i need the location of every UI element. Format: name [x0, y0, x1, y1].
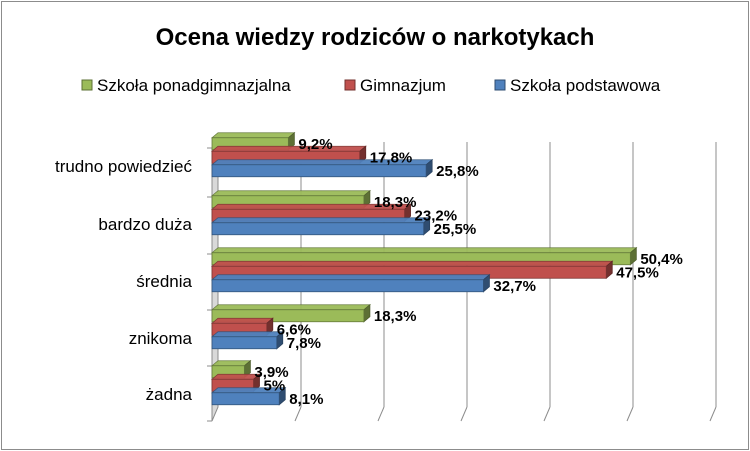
gridline-floor — [543, 406, 551, 422]
legend-label: Szkoła ponadgimnazjalna — [97, 76, 291, 95]
chart-title: Ocena wiedzy rodziców o narkotykach — [156, 24, 595, 51]
legend-swatch — [344, 79, 356, 91]
category-label: bardzo duża — [98, 215, 192, 234]
data-label: 32,7% — [493, 278, 536, 295]
data-label: 23,2% — [415, 207, 458, 224]
bar — [210, 330, 284, 350]
category-label: znikoma — [129, 329, 193, 348]
data-label: 7,8% — [287, 335, 321, 352]
legend-label: Gimnazjum — [360, 76, 446, 95]
bars — [210, 131, 638, 406]
gridlines — [294, 142, 717, 422]
gridline-floor — [377, 406, 385, 422]
data-label: 18,3% — [374, 308, 417, 325]
gridline-floor — [294, 406, 302, 422]
data-labels: 9,2%17,8%25,8%18,3%23,2%25,5%50,4%47,5%3… — [254, 136, 682, 408]
bar — [210, 273, 491, 293]
data-label: 3,9% — [254, 364, 288, 381]
category-label: żadna — [146, 385, 193, 404]
data-label: 17,8% — [370, 149, 413, 166]
data-label: 5% — [264, 377, 286, 394]
data-label: 25,5% — [434, 221, 477, 238]
data-label: 47,5% — [616, 264, 659, 281]
category-label: średnia — [136, 272, 192, 291]
data-label: 25,8% — [436, 163, 479, 180]
bar — [210, 158, 434, 178]
legend-label: Szkoła podstawowa — [510, 76, 661, 95]
legend-swatch — [81, 79, 93, 91]
data-label: 9,2% — [298, 136, 332, 153]
gridline-floor — [709, 406, 717, 422]
data-label: 50,4% — [640, 251, 683, 268]
legend: Szkoła ponadgimnazjalna Gimnazjum Szkoła p… — [81, 76, 661, 95]
data-label: 18,3% — [374, 194, 417, 211]
legend-swatch — [494, 79, 506, 91]
category-label: trudno powiedzieć — [55, 157, 193, 176]
gridline-floor — [460, 406, 468, 422]
bar — [210, 216, 431, 236]
data-label: 8,1% — [289, 391, 323, 408]
data-label: 6,6% — [277, 321, 311, 338]
category-axis: trudno powiedzieć bardzo duża średnia zniko… — [55, 140, 219, 422]
gridline-floor — [626, 406, 634, 422]
bar — [210, 386, 287, 406]
